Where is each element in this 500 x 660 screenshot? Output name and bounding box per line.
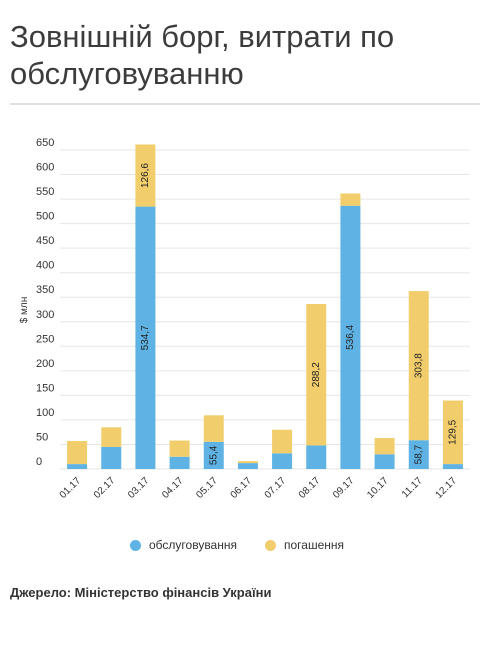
x-tick-label: 01.17 (58, 475, 84, 501)
legend-swatch-repayment (264, 539, 276, 551)
data-label: 288,2 (311, 362, 322, 387)
data-label: 126,6 (140, 163, 151, 188)
bar-segment (272, 453, 293, 469)
legend-item-repayment: погашення (264, 538, 344, 552)
bar-segment (340, 205, 361, 469)
y-tick-label: 300 (36, 309, 54, 321)
y-axis-label: $ млн (19, 297, 30, 324)
bar-segment (67, 464, 88, 469)
y-tick-label: 400 (36, 260, 54, 272)
data-label: 58,7 (413, 444, 424, 464)
y-tick-label: 500 (36, 211, 54, 223)
bar-segment (67, 441, 88, 465)
bar-segment (408, 291, 429, 441)
x-tick-label: 02.17 (92, 475, 118, 501)
x-tick-label: 10.17 (365, 475, 391, 501)
y-tick-label: 250 (36, 333, 54, 345)
bar-segment (374, 438, 395, 455)
x-tick-label: 11.17 (400, 475, 425, 500)
x-tick-label: 07.17 (263, 475, 289, 501)
y-tick-label: 200 (36, 358, 54, 370)
stacked-bar-chart: 0 50 100 150 200 250 300 350 400 450 500 550 600 650 $… (19, 137, 470, 501)
y-tick-label: 550 (36, 186, 54, 198)
x-tick-label: 05.17 (194, 475, 220, 501)
title-divider (10, 103, 480, 105)
bar-segment (169, 456, 190, 469)
x-tick-label: 06.17 (229, 475, 255, 501)
bar-segment (408, 440, 429, 469)
x-tick-label: 12.17 (434, 475, 460, 501)
bar-segment (306, 445, 327, 469)
x-tick-label: 09.17 (331, 475, 357, 501)
legend-item-service: обслуговування (130, 538, 237, 552)
bar-segment (237, 463, 258, 469)
bar-segment (306, 304, 327, 446)
bar-segment (169, 440, 190, 457)
data-label: 55,4 (208, 445, 219, 465)
legend-label-service: обслуговування (149, 538, 237, 552)
bar-segment (101, 427, 122, 447)
data-label: 534,7 (140, 325, 151, 350)
data-label: 536,4 (345, 324, 356, 349)
legend-swatch-service (130, 539, 141, 551)
bar-segment (237, 461, 258, 464)
bar-segment (442, 400, 463, 465)
y-tick-label: 100 (36, 407, 54, 419)
y-tick-label: 150 (36, 382, 54, 394)
y-tick-label: 600 (36, 162, 54, 174)
y-tick-label: 450 (36, 235, 54, 247)
chart-legend: обслуговування погашення (130, 538, 372, 552)
source-note: Джерело: Міністерство фінансів України (10, 585, 272, 600)
data-label: 303,8 (413, 353, 424, 378)
bar-segment (374, 454, 395, 469)
y-tick-label: 50 (36, 431, 48, 443)
bar-segment (272, 429, 293, 454)
data-label: 129,5 (448, 419, 459, 444)
bar-segment (203, 441, 224, 469)
bar-segment (135, 206, 156, 469)
y-tick-label: 0 (36, 456, 42, 468)
y-tick-label: 650 (36, 137, 54, 149)
chart-title: Зовнішній борг, витрати по обслуговуванн… (10, 19, 395, 91)
bar-segment (101, 446, 122, 469)
legend-label-repayment: погашення (283, 538, 344, 552)
x-tick-label: 04.17 (160, 475, 186, 501)
bar-segment (340, 193, 361, 206)
x-tick-label: 08.17 (297, 475, 323, 501)
bar-segment (203, 415, 224, 442)
y-tick-label: 350 (36, 284, 54, 296)
bar-segment (135, 144, 156, 207)
x-tick-label: 03.17 (126, 475, 152, 501)
bar-segment (442, 464, 463, 469)
